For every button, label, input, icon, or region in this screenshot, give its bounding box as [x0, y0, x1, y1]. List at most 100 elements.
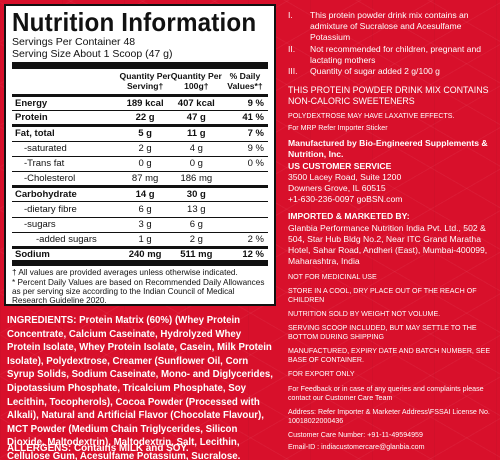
mrp-note: For MRP Refer Importer Sticker — [288, 124, 388, 133]
nutrient-name: Sodium — [12, 247, 120, 266]
per-100g-value: 0 g — [170, 156, 222, 172]
customer-care-number: Customer Care Number: +91-11-49594959 — [288, 431, 423, 440]
note-item: III. Quantity of sugar added 2 g/100 g — [288, 66, 496, 77]
daily-value: 9 % — [221, 141, 268, 157]
nutrient-name: -Cholesterol — [12, 171, 120, 189]
per-100g-value: 6 g — [170, 217, 222, 233]
per-100g-value: 30 g — [170, 186, 222, 203]
footnote-averages: † All values are provided averages unles… — [12, 267, 238, 277]
daily-value: 7 % — [221, 125, 268, 142]
header-nutrient — [12, 70, 120, 97]
per-serving-value: 6 g — [119, 201, 171, 218]
servings-per-container: Servings Per Container 48 — [12, 36, 136, 48]
daily-value: 2 % — [221, 232, 268, 249]
nutrition-panel: Nutrition Information Servings Per Conta… — [4, 4, 276, 306]
sold-by-weight: NUTRITION SOLD BY WEIGHT NOT VOLUME. — [288, 310, 441, 319]
per-100g-value: 47 g — [170, 110, 222, 128]
note-text: Quantity of sugar added 2 g/100 g — [310, 66, 440, 77]
allergens-block: ALLERGENS: Contains MILK and SOY. — [7, 443, 275, 454]
per-100g-value: 511 mg — [170, 247, 222, 266]
per-serving-value: 14 g — [119, 186, 171, 203]
nutrient-row-dietary-fibre: -dietary fibre 6 g 13 g — [12, 201, 268, 218]
ingredients-block: INGREDIENTS: Protein Matrix (60%) (Whey … — [7, 314, 275, 460]
right-column: I. This protein powder drink mix contain… — [288, 10, 496, 452]
customer-service-heading: US CUSTOMER SERVICE — [288, 160, 392, 171]
customer-care-email: Email-ID : indiacustomercare@glanbia.com — [288, 443, 425, 452]
daily-value — [221, 217, 268, 233]
manufacturer-contact: +1-630-236-0097 goBSN.com — [288, 194, 403, 205]
manufacturer-address-2: Downers Grove, IL 60515 — [288, 183, 386, 194]
per-100g-value: 11 g — [170, 125, 222, 142]
note-number: I. — [288, 10, 293, 20]
nutrient-row-energy: Energy 189 kcal 407 kcal 9 % — [12, 95, 268, 112]
nutrient-row-fat-total: Fat, total 5 g 11 g 7 % — [12, 125, 268, 142]
importer-address: Glanbia Performance Nutrition India Pvt.… — [288, 222, 488, 267]
mfg-date-note: MANUFACTURED, EXPIRY DATE AND BATCH NUMB… — [288, 347, 491, 365]
nutrient-name: -saturated — [12, 141, 120, 157]
nutrition-table-header: Quantity Per Serving† Quantity Per 100g†… — [12, 70, 268, 97]
per-100g-value: 4 g — [170, 141, 222, 157]
nutrient-row-cholesterol: -Cholesterol 87 mg 186 mg — [12, 171, 268, 189]
serving-size: Serving Size About 1 Scoop (47 g) — [12, 47, 173, 60]
header-daily-value: % Daily Values*† — [221, 70, 268, 97]
storage-instructions: STORE IN A COOL, DRY PLACE OUT OF THE RE… — [288, 287, 477, 305]
allergens-label: ALLERGENS: — [7, 443, 72, 454]
per-100g-value: 407 kcal — [170, 95, 222, 112]
per-serving-value: 87 mg — [119, 171, 171, 189]
nutrient-name: -sugars — [12, 217, 120, 233]
ingredients-text: Protein Matrix (60%) (Whey Protein Conce… — [7, 315, 273, 460]
daily-value: 9 % — [221, 95, 268, 112]
note-text: This protein powder drink mix contains a… — [310, 10, 469, 43]
note-item: II. Not recommended for children, pregna… — [288, 44, 496, 66]
note-item: I. This protein powder drink mix contain… — [288, 10, 496, 44]
nutrient-row-protein: Protein 22 g 47 g 41 % — [12, 110, 268, 128]
daily-value: 0 % — [221, 156, 268, 172]
nutrition-footnotes: † All values are provided averages unles… — [12, 268, 268, 306]
nutrient-name: -Trans fat — [12, 156, 120, 172]
daily-value — [221, 186, 268, 203]
divider-thick — [12, 62, 268, 69]
per-serving-value: 240 mg — [119, 247, 171, 266]
manufacturer-address-1: 3500 Lacey Road, Suite 1200 — [288, 171, 402, 182]
manufacturer-block: Manufactured by Bio-Engineered Supplemen… — [288, 138, 496, 205]
per-serving-value: 1 g — [119, 232, 171, 249]
daily-value: 41 % — [221, 110, 268, 128]
daily-value: 12 % — [221, 247, 268, 266]
nutrient-name: -dietary fibre — [12, 201, 120, 218]
manufacturer-heading: Manufactured by Bio-Engineered Supplemen… — [288, 138, 488, 160]
importer-heading: IMPORTED & MARKETED BY: — [288, 211, 410, 222]
note-number: III. — [288, 66, 298, 77]
per-serving-value: 3 g — [119, 217, 171, 233]
daily-value — [221, 201, 268, 218]
nutrient-name: -added sugars — [12, 232, 120, 249]
laxative-warning: POLYDEXTROSE MAY HAVE LAXATIVE EFFECTS. — [288, 112, 455, 121]
footnote-daily-values: * Percent Daily Values are based on Reco… — [12, 278, 265, 306]
nutrient-row-saturated: -saturated 2 g 4 g 9 % — [12, 141, 268, 157]
sweeteners-statement: THIS PROTEIN POWDER DRINK MIX CONTAINS N… — [288, 85, 489, 106]
note-number: II. — [288, 43, 296, 54]
note-text: Not recommended for children, pregnant a… — [310, 43, 482, 65]
importer-block: IMPORTED & MARKETED BY: Glanbia Performa… — [288, 211, 496, 267]
nutrition-title: Nutrition Information — [12, 7, 257, 37]
warning-notes: I. This protein powder drink mix contain… — [288, 10, 496, 77]
scoop-note: SERVING SCOOP INCLUDED, BUT MAY SETTLE T… — [288, 324, 477, 342]
per-serving-value: 0 g — [119, 156, 171, 172]
per-serving-value: 189 kcal — [119, 95, 171, 112]
nutrient-name: Energy — [12, 95, 120, 112]
allergens-text: Contains MILK and SOY. — [73, 443, 189, 454]
nutrient-name: Carbohydrate — [12, 186, 120, 203]
header-per-serving: Quantity Per Serving† — [119, 70, 171, 97]
per-serving-value: 22 g — [119, 110, 171, 128]
per-100g-value: 2 g — [170, 232, 222, 249]
nutrient-name: Protein — [12, 110, 120, 128]
nutrient-row-trans-fat: -Trans fat 0 g 0 g 0 % — [12, 156, 268, 172]
per-serving-value: 5 g — [119, 125, 171, 142]
daily-value — [221, 171, 268, 189]
nutrient-row-sugars: -sugars 3 g 6 g — [12, 217, 268, 233]
fssai-address: Address: Refer Importer & Marketer Addre… — [288, 408, 490, 426]
per-serving-value: 2 g — [119, 141, 171, 157]
nutrition-table: Quantity Per Serving† Quantity Per 100g†… — [12, 70, 268, 266]
per-100g-value: 13 g — [170, 201, 222, 218]
not-medicinal: NOT FOR MEDICINAL USE — [288, 273, 377, 282]
nutrient-row-added-sugars: -added sugars 1 g 2 g 2 % — [12, 232, 268, 249]
